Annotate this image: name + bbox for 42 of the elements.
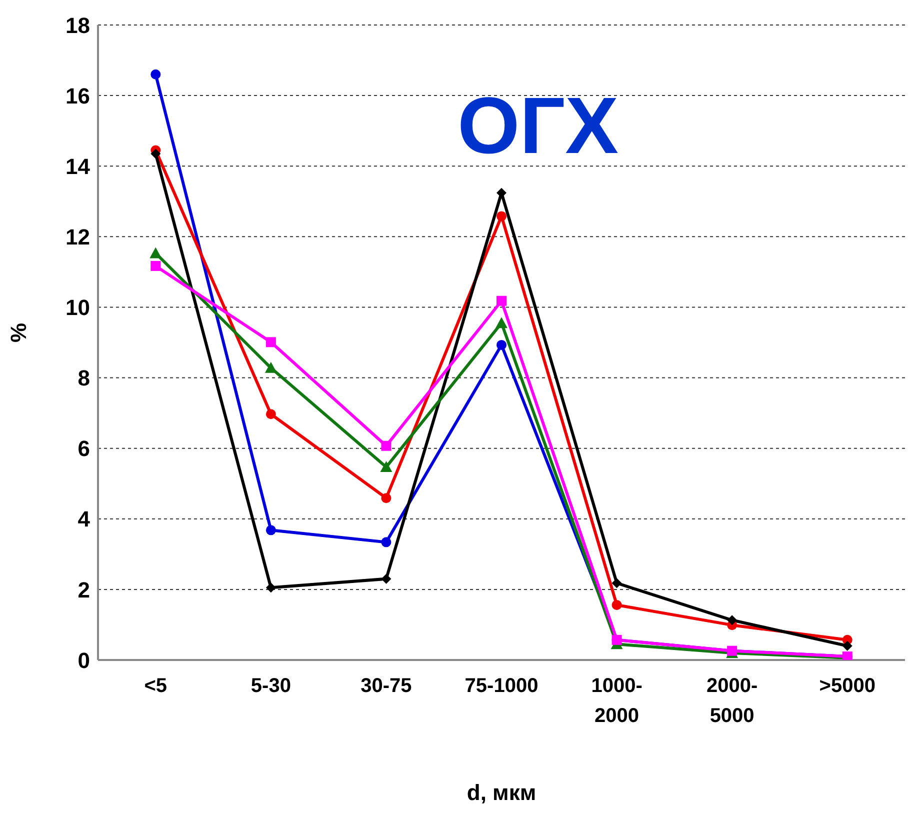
point <box>266 582 276 593</box>
point <box>381 440 392 451</box>
y-tick-label: 18 <box>66 12 90 38</box>
y-tick-label: 14 <box>66 154 91 179</box>
y-axis-title: % <box>6 322 31 342</box>
point <box>496 317 508 328</box>
point <box>150 69 161 80</box>
y-tick-label: 0 <box>78 648 90 673</box>
point <box>381 537 392 548</box>
point <box>150 247 162 258</box>
y-tick-label: 6 <box>78 436 90 462</box>
point <box>150 260 161 271</box>
y-tick-label: 2 <box>78 577 90 602</box>
x-tick-label: 1000-2000 <box>591 675 642 727</box>
y-tick-label: 16 <box>66 83 90 108</box>
text: ОГХ <box>458 81 618 170</box>
x-axis-title: d, мкм <box>466 780 536 805</box>
point <box>381 493 392 504</box>
y-tick-label: 4 <box>78 506 91 532</box>
point <box>612 600 622 610</box>
x-tick-label: <5 <box>144 675 168 697</box>
x-tick-label: 30-75 <box>360 675 412 697</box>
x-tick-label: >5000 <box>819 675 876 697</box>
point <box>266 337 276 348</box>
y-tick-label: 8 <box>78 366 90 391</box>
y-tick-label: 12 <box>66 224 90 250</box>
point <box>842 640 852 651</box>
point <box>496 340 506 350</box>
point <box>727 615 738 626</box>
x-tick-label: 5-30 <box>250 675 291 697</box>
point <box>381 574 392 584</box>
point <box>380 461 392 472</box>
point <box>612 578 622 588</box>
point <box>264 362 277 373</box>
point <box>496 296 506 306</box>
x-tick-label: 75-1000 <box>464 675 538 697</box>
point <box>496 211 506 222</box>
point <box>266 409 276 420</box>
x-tick-label: 2000-5000 <box>706 675 758 727</box>
point <box>150 148 161 159</box>
y-tick-label: 10 <box>66 295 90 320</box>
point <box>266 525 276 536</box>
